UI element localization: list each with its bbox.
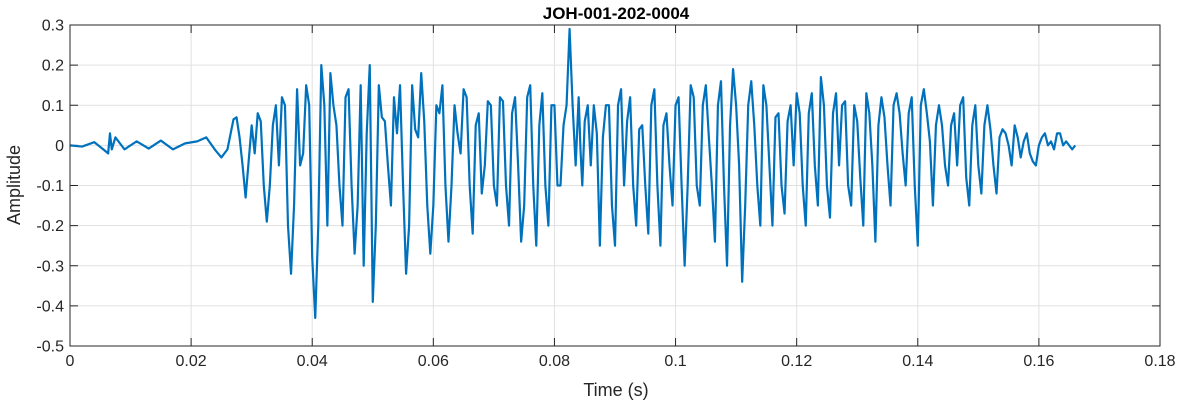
x-tick-label: 0.18 — [1144, 353, 1175, 370]
plot-area-border — [69, 24, 1161, 347]
amplitude-series-line — [69, 27, 1077, 320]
y-tick-label: 0.3 — [42, 18, 64, 35]
x-axis-label: Time (s) — [583, 380, 648, 400]
x-tick-label: 0.12 — [781, 353, 812, 370]
y-axis-label: Amplitude — [4, 145, 24, 225]
y-tick-label: -0.5 — [36, 339, 64, 356]
x-tick-label: 0.02 — [176, 353, 207, 370]
y-tick-label: -0.2 — [36, 218, 64, 235]
y-tick-label: -0.3 — [36, 258, 64, 275]
y-tick-label: -0.4 — [36, 298, 64, 315]
y-tick-label: -0.1 — [36, 178, 64, 195]
x-tick-label: 0.04 — [297, 353, 328, 370]
x-tick-label: 0.16 — [1023, 353, 1054, 370]
y-tick-label: 0.2 — [42, 58, 64, 75]
x-tick-labels: 0 0.02 0.04 0.06 0.08 0.1 0.12 0.14 0.16 0.18 — [66, 353, 1176, 370]
x-tick-label: 0.06 — [418, 353, 449, 370]
chart-title: JOH-001-202-0004 — [543, 4, 690, 23]
x-tick-label: 0.14 — [902, 353, 933, 370]
x-tick-label: 0.08 — [539, 353, 570, 370]
y-tick-label: 0 — [55, 138, 64, 155]
x-tick-label: 0 — [66, 353, 75, 370]
x-tick-label: 0.1 — [664, 353, 686, 370]
y-tick-labels: -0.5 -0.4 -0.3 -0.2 -0.1 0 0.1 0.2 0.3 — [36, 18, 64, 356]
y-tick-label: 0.1 — [42, 98, 64, 115]
